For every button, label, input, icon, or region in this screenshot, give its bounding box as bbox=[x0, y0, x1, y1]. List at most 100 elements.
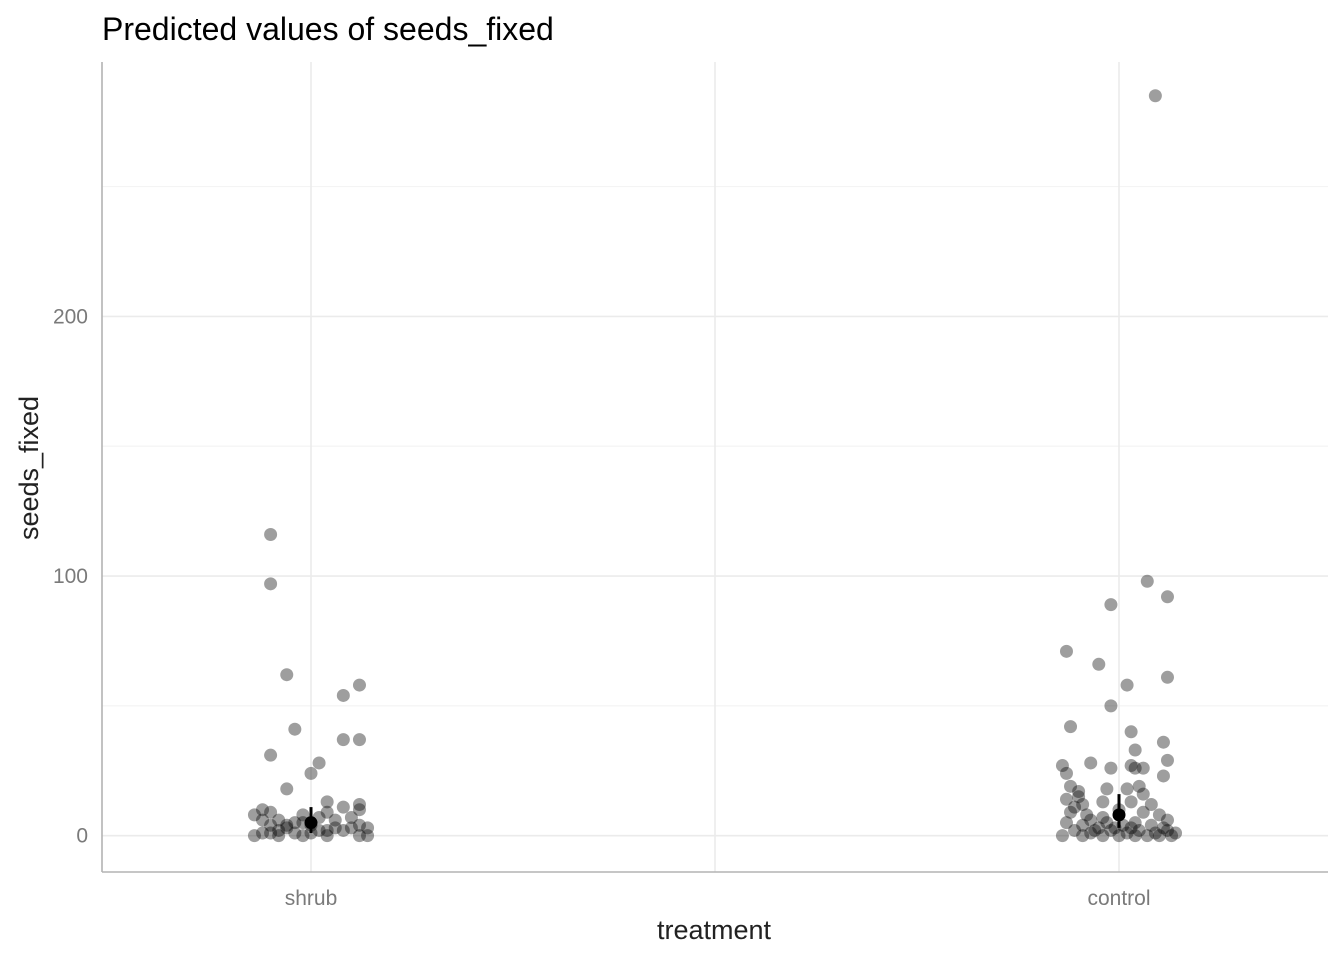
observed-point-control bbox=[1128, 743, 1142, 757]
observed-point-control bbox=[1055, 759, 1069, 773]
observed-point-control bbox=[1148, 89, 1162, 103]
predicted-point-shrub bbox=[304, 816, 318, 830]
observed-point-control bbox=[1076, 818, 1090, 832]
observed-point-control bbox=[1156, 821, 1170, 835]
observed-point-control bbox=[1104, 823, 1118, 837]
observed-point-shrub bbox=[280, 818, 294, 832]
observed-point-control bbox=[1160, 813, 1174, 827]
observed-point-control bbox=[1120, 782, 1134, 796]
observed-point-control bbox=[1128, 761, 1142, 775]
y-tick-label: 0 bbox=[76, 825, 88, 848]
chart-title: Predicted values of seeds_fixed bbox=[102, 11, 554, 47]
observed-point-shrub bbox=[312, 756, 326, 770]
observed-point-shrub bbox=[336, 688, 350, 702]
x-tick-labels: shrub control bbox=[285, 887, 1151, 910]
observed-point-shrub bbox=[256, 803, 270, 817]
observed-point-shrub bbox=[328, 821, 342, 835]
observed-point-control bbox=[1156, 769, 1170, 783]
y-tick-labels: 0 100 200 bbox=[53, 305, 88, 847]
observed-point-control bbox=[1088, 823, 1102, 837]
observed-point-control bbox=[1136, 761, 1150, 775]
observed-point-control bbox=[1165, 829, 1179, 843]
observed-point-shrub bbox=[320, 829, 334, 843]
y-tick-label: 100 bbox=[53, 565, 88, 588]
observed-point-control bbox=[1096, 810, 1110, 824]
observed-point-control bbox=[1076, 829, 1090, 843]
observed-point-control bbox=[1144, 818, 1158, 832]
observed-point-shrub bbox=[296, 829, 310, 843]
observed-point-control bbox=[1104, 598, 1118, 612]
observed-point-control bbox=[1152, 829, 1166, 843]
observed-point-shrub bbox=[272, 823, 286, 837]
observed-point-shrub bbox=[288, 722, 302, 736]
observed-point-shrub bbox=[256, 826, 270, 840]
observed-point-control bbox=[1076, 798, 1090, 811]
observed-point-shrub bbox=[264, 805, 278, 819]
observed-point-control bbox=[1096, 795, 1110, 809]
observed-point-control bbox=[1059, 792, 1073, 806]
observed-point-control bbox=[1084, 813, 1098, 827]
observed-point-control bbox=[1160, 670, 1174, 684]
observed-points bbox=[247, 89, 1183, 843]
observed-point-control bbox=[1104, 761, 1118, 775]
observed-point-control bbox=[1068, 800, 1082, 814]
observed-point-control bbox=[1128, 816, 1142, 830]
observed-point-control bbox=[1064, 805, 1078, 819]
observed-point-control bbox=[1084, 756, 1098, 770]
observed-point-control bbox=[1169, 826, 1183, 840]
observed-point-control bbox=[1120, 678, 1134, 692]
observed-point-shrub bbox=[247, 829, 261, 843]
major-gridlines bbox=[102, 62, 1328, 872]
observed-point-shrub bbox=[272, 829, 286, 843]
observed-point-control bbox=[1152, 808, 1166, 822]
observed-point-shrub bbox=[288, 826, 302, 840]
observed-point-shrub bbox=[280, 668, 294, 682]
observed-point-shrub bbox=[320, 795, 334, 809]
observed-point-control bbox=[1132, 779, 1146, 793]
observed-point-shrub bbox=[352, 803, 366, 817]
observed-point-control bbox=[1120, 826, 1134, 840]
y-axis-title: seeds_fixed bbox=[14, 396, 44, 540]
observed-point-shrub bbox=[352, 678, 366, 692]
x-tick-label-shrub: shrub bbox=[285, 887, 338, 910]
observed-point-shrub bbox=[361, 821, 375, 835]
observed-point-shrub bbox=[288, 816, 302, 830]
observed-point-control bbox=[1136, 805, 1150, 819]
x-tick-label-control: control bbox=[1087, 887, 1150, 910]
observed-point-shrub bbox=[280, 782, 294, 796]
observed-point-control bbox=[1136, 787, 1150, 801]
observed-point-shrub bbox=[264, 577, 278, 591]
observed-point-control bbox=[1128, 829, 1142, 843]
observed-point-shrub bbox=[344, 810, 358, 824]
observed-point-control bbox=[1059, 816, 1073, 830]
observed-point-shrub bbox=[304, 766, 318, 780]
observed-point-shrub bbox=[247, 808, 261, 822]
observed-point-control bbox=[1096, 829, 1110, 843]
observed-point-shrub bbox=[280, 821, 294, 835]
observed-point-control bbox=[1100, 782, 1114, 796]
observed-point-control bbox=[1092, 657, 1106, 671]
observed-point-shrub bbox=[328, 813, 342, 827]
observed-point-shrub bbox=[296, 808, 310, 822]
observed-point-shrub bbox=[336, 823, 350, 837]
observed-point-shrub bbox=[272, 813, 286, 827]
observed-point-control bbox=[1059, 766, 1073, 780]
observed-point-shrub bbox=[264, 748, 278, 762]
observed-point-control bbox=[1124, 795, 1138, 809]
observed-point-control bbox=[1160, 753, 1174, 767]
observed-point-shrub bbox=[320, 805, 334, 819]
observed-point-control bbox=[1124, 725, 1138, 739]
observed-point-control bbox=[1132, 823, 1146, 837]
observed-point-shrub bbox=[320, 823, 334, 837]
observed-point-control bbox=[1140, 574, 1154, 588]
minor-gridlines bbox=[102, 62, 1328, 872]
observed-point-shrub bbox=[352, 733, 366, 747]
observed-point-control bbox=[1055, 829, 1069, 843]
observed-point-control bbox=[1072, 785, 1086, 799]
predicted-point-control bbox=[1112, 808, 1126, 822]
observed-point-control bbox=[1059, 644, 1073, 658]
observed-point-control bbox=[1092, 821, 1106, 835]
observed-point-control bbox=[1104, 699, 1118, 713]
observed-point-shrub bbox=[352, 818, 366, 832]
